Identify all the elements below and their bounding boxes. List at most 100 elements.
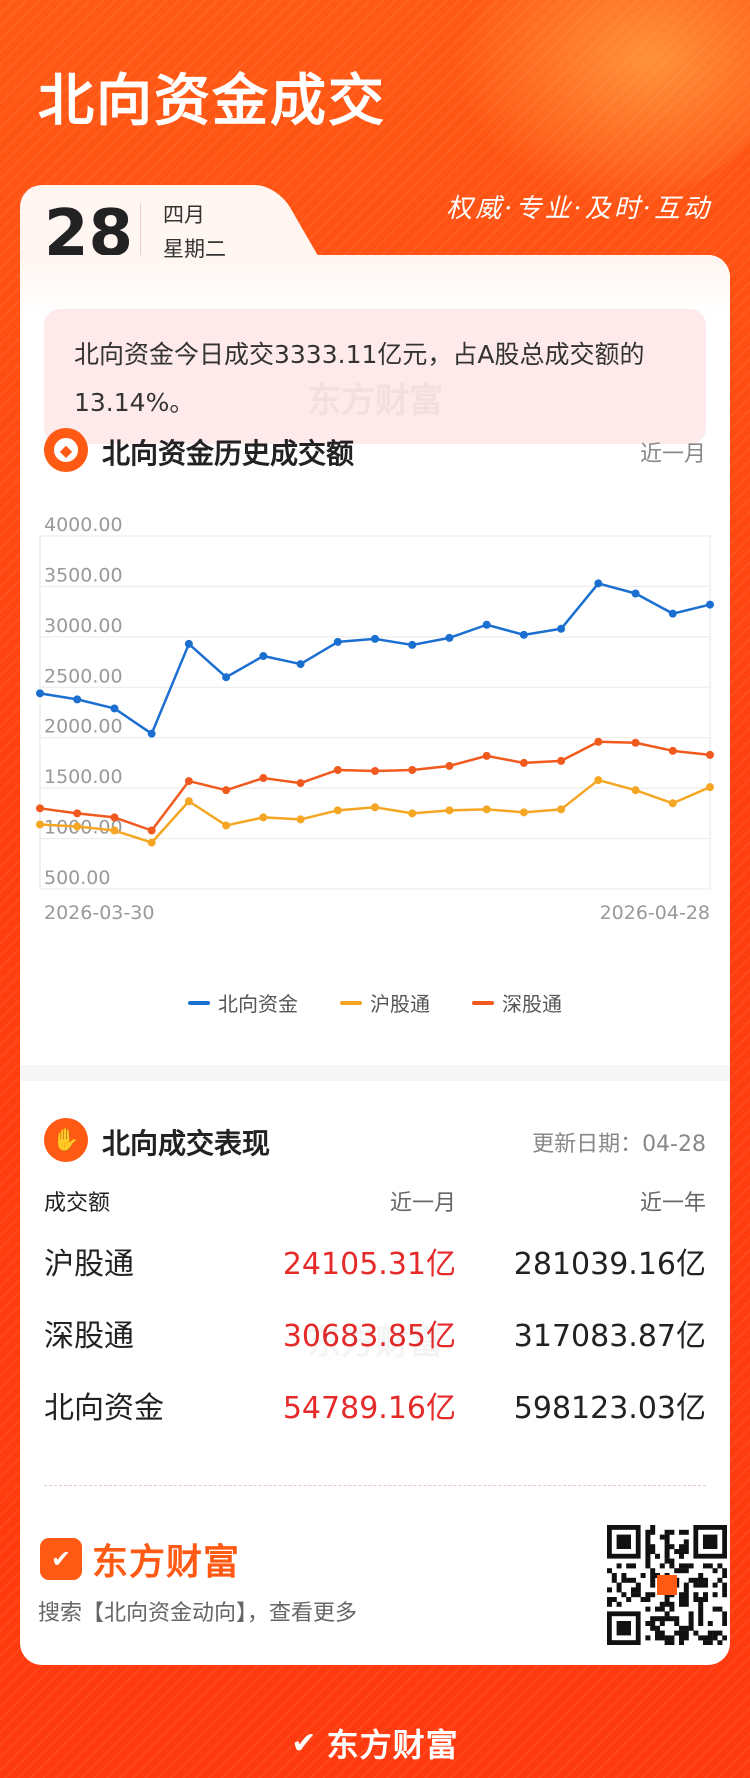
row-month-value: 24105.31亿 [282,1247,456,1282]
brand-logo: ✔ 东方财富 [40,1533,240,1585]
chart-legend: 北向资金 沪股通 深股通 [20,988,730,1017]
series-point [668,609,677,618]
series-point [110,704,119,713]
legend-item[interactable]: 深股通 [472,988,562,1017]
brand-mark-icon: ✔ [40,1538,82,1580]
slogan: 权威·专业·及时·互动 [446,194,712,224]
series-point [519,758,528,767]
legend-label: 沪股通 [370,992,430,1016]
performance-table: 成交额 近一月 近一年 沪股通 24105.31亿 281039.16亿 深股通… [44,1185,706,1441]
series-line-0 [39,582,711,735]
performance-section-title: 北向成交表现 [102,1127,271,1160]
decorative-flame-graphic [450,0,750,210]
x-tick-label: 2026-03-30 [44,902,154,924]
series-point [371,766,379,775]
series-point [184,797,193,806]
series-point [259,813,268,822]
series-point [110,813,119,822]
y-tick-label: 2000.00 [44,716,123,738]
series-point [333,637,342,646]
coin-icon: ◆ [44,428,88,472]
dashed-divider [44,1485,706,1486]
series-point [557,756,566,765]
brand-name: 东方财富 [92,1542,241,1583]
y-tick-label: 4000.00 [44,514,123,536]
series-point [73,822,82,831]
main-card: 北向资金今日成交3333.11亿元，占A股总成交额的13.14%。 东方财富 ◆… [20,255,730,1665]
page-title: 北向资金成交 [38,69,386,134]
watermark: 东方财富 [20,1315,730,1364]
series-point [594,737,603,746]
row-name: 深股通 [44,1319,134,1354]
series-point [147,826,156,835]
series-point [594,579,603,588]
series-point [333,765,342,774]
series-point [631,738,640,747]
series-point [445,633,454,642]
performance-section-header: ✋ 北向成交表现 更新日期：04-28 [44,1118,706,1164]
x-tick-label: 2026-04-28 [600,902,710,924]
legend-item[interactable]: 沪股通 [340,988,430,1017]
y-tick-label: 3000.00 [44,615,123,637]
series-point [296,815,305,824]
series-point [296,779,305,788]
row-year-value: 281039.16亿 [513,1247,706,1282]
row-year-value: 598123.03亿 [513,1391,706,1426]
legend-item[interactable]: 北向资金 [188,988,298,1017]
legend-label: 北向资金 [218,992,298,1016]
series-point [222,786,231,795]
series-point [333,806,342,815]
series-point [445,761,454,770]
series-point [371,634,379,643]
history-section-header: ◆ 北向资金历史成交额 近一月 [44,428,706,474]
qr-code[interactable] [607,1525,728,1646]
footer-logo: ✔ 东方财富 [0,1720,750,1766]
y-tick-label: 500.00 [44,867,110,889]
series-point [110,826,119,835]
date-month: 四月 [163,203,205,227]
handshake-icon: ✋ [44,1118,88,1162]
series-point [147,838,156,847]
series-point [184,777,193,786]
y-tick-label: 3500.00 [44,564,123,586]
series-point [371,803,379,812]
brand-mark-icon: ✔ [291,1725,317,1761]
series-point [408,765,417,774]
series-point [482,805,491,814]
table-header: 成交额 近一月 近一年 [44,1185,706,1225]
series-line-1 [39,778,711,844]
summary-text: 北向资金今日成交3333.11亿元，占A股总成交额的13.14%。 [74,340,645,417]
series-point [668,746,677,755]
series-line-2 [39,740,711,832]
watermark: 东方财富 [20,373,730,422]
history-line-chart: 4000.00 3500.00 3000.00 2500.00 2000.00 1500.… [20,491,730,971]
y-tick-label: 2500.00 [44,665,123,687]
series-point [147,729,156,738]
series-point [557,624,566,633]
series-point [557,805,566,814]
row-name: 北向资金 [44,1391,164,1426]
performance-updated-date: 更新日期：04-28 [532,1132,706,1157]
column-header-amount: 成交额 [44,1191,111,1216]
footer-brand-name: 东方财富 [326,1726,459,1764]
section-divider [20,1065,730,1081]
series-point [482,620,491,629]
series-point [668,799,677,808]
table-row: 深股通 30683.85亿 317083.87亿 [44,1297,706,1369]
history-range-label[interactable]: 近一月 [639,442,706,467]
plot-frame [39,535,711,890]
column-header-month: 近一月 [389,1191,456,1216]
series-point [482,751,491,760]
row-month-value: 54789.16亿 [282,1391,456,1426]
series-point [222,821,231,830]
series-point [259,652,268,661]
series-point [631,786,640,795]
series-point [594,776,603,785]
column-header-year: 近一年 [639,1191,706,1216]
legend-swatch [188,1000,210,1005]
series-point [73,695,82,704]
summary-box: 北向资金今日成交3333.11亿元，占A股总成交额的13.14%。 [44,309,706,444]
table-row: 北向资金 54789.16亿 598123.03亿 [44,1369,706,1441]
legend-swatch [472,1000,494,1005]
row-name: 沪股通 [44,1247,134,1282]
